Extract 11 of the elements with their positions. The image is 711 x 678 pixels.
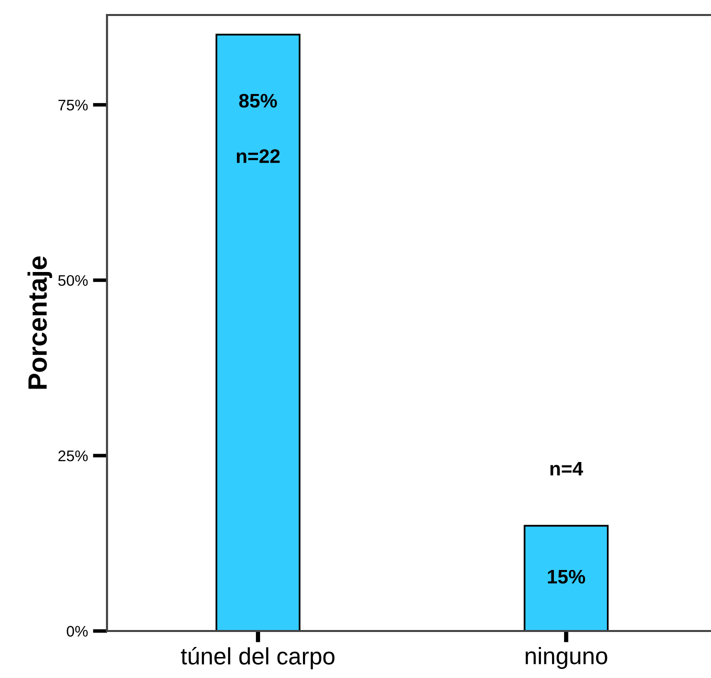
annotation: n=4 <box>550 462 584 476</box>
x-tick-label: túnel del carpo <box>180 646 334 670</box>
y-tick-label: 25% <box>58 450 88 462</box>
y-tick-label: 50% <box>58 275 88 286</box>
y-axis-title: Porcentaje <box>28 256 52 389</box>
data-label: 15% <box>548 570 586 584</box>
x-tick-label: ninguno <box>526 646 608 669</box>
data-label: 85% <box>239 94 277 108</box>
y-tick-label: 0% <box>66 626 88 637</box>
annotation: n=22 <box>236 149 280 163</box>
y-tick-label: 75% <box>58 100 88 110</box>
